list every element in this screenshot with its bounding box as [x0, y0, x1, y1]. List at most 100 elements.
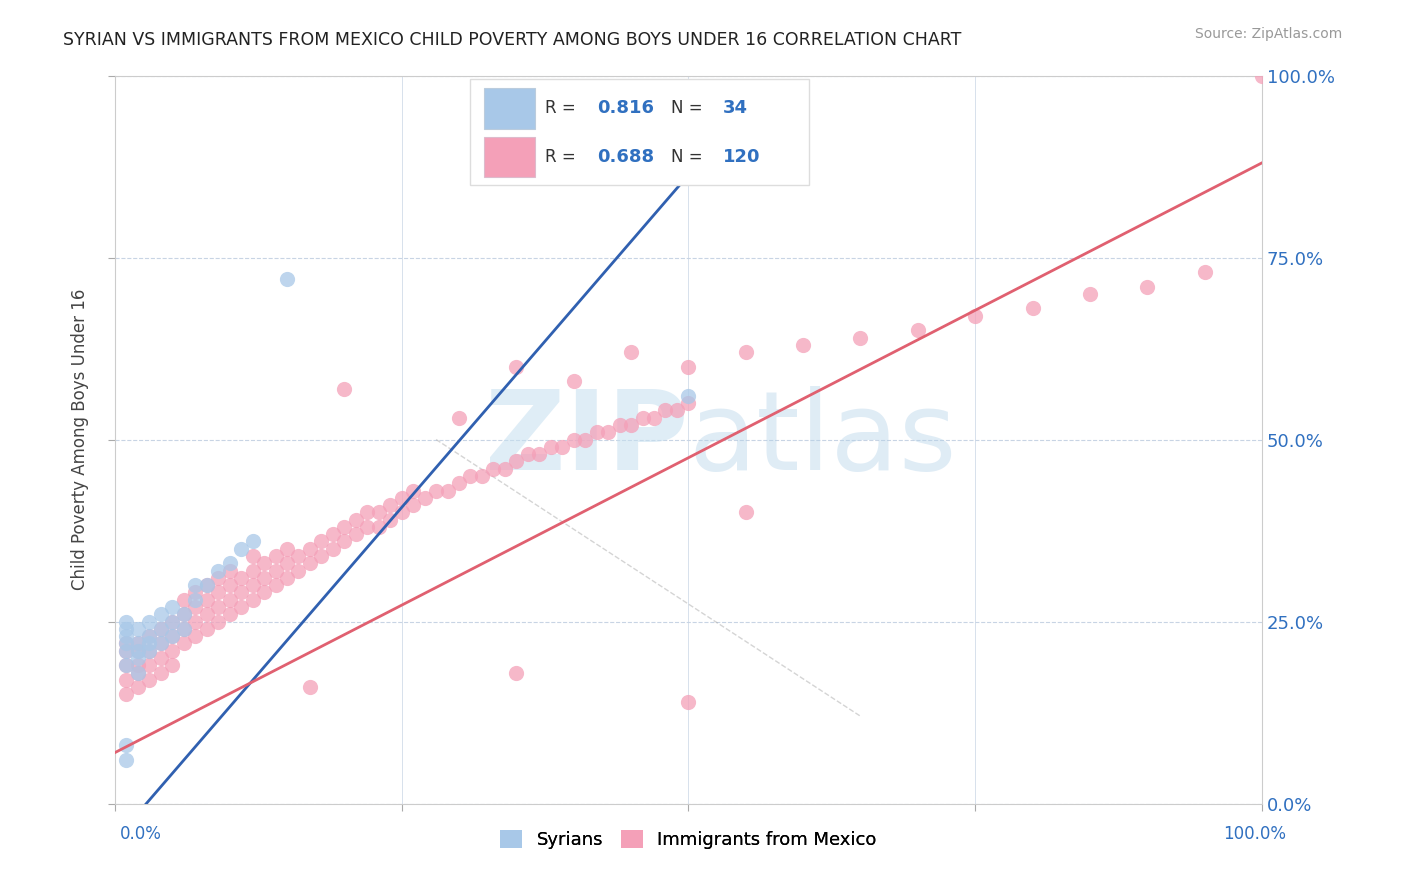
Point — [276, 272, 298, 286]
Point — [1194, 265, 1216, 279]
Point — [127, 643, 149, 657]
Point — [184, 578, 207, 592]
Point — [734, 505, 756, 519]
Point — [425, 483, 447, 498]
Point — [242, 534, 264, 549]
Point — [127, 665, 149, 680]
Point — [322, 527, 344, 541]
Point — [195, 592, 218, 607]
Point — [631, 410, 654, 425]
Point — [115, 673, 138, 687]
Point — [574, 433, 596, 447]
Point — [1136, 279, 1159, 293]
Point — [149, 622, 172, 636]
Point — [115, 643, 138, 657]
Legend: Syrians, Immigrants from Mexico: Syrians, Immigrants from Mexico — [494, 822, 884, 856]
Point — [127, 658, 149, 673]
Point — [162, 629, 184, 643]
Point — [529, 447, 551, 461]
Point — [173, 592, 195, 607]
Point — [149, 651, 172, 665]
Point — [1251, 69, 1274, 83]
Point — [207, 571, 229, 585]
Point — [333, 382, 356, 396]
Point — [173, 607, 195, 622]
Point — [391, 505, 413, 519]
Point — [298, 680, 321, 694]
Point — [207, 615, 229, 629]
Point — [678, 359, 700, 374]
Point — [298, 557, 321, 571]
Point — [322, 541, 344, 556]
Point — [356, 505, 378, 519]
Text: 34: 34 — [723, 99, 748, 117]
Point — [127, 651, 149, 665]
Point — [494, 461, 516, 475]
Point — [311, 534, 333, 549]
Point — [367, 520, 389, 534]
Text: ZIP: ZIP — [485, 386, 689, 493]
Point — [184, 599, 207, 614]
Text: 120: 120 — [723, 148, 761, 166]
Point — [229, 541, 252, 556]
Point — [218, 607, 240, 622]
Point — [643, 410, 665, 425]
Point — [138, 615, 160, 629]
Point — [333, 520, 356, 534]
Point — [184, 592, 207, 607]
Point — [253, 571, 276, 585]
FancyBboxPatch shape — [484, 136, 534, 178]
Point — [505, 359, 527, 374]
Point — [207, 564, 229, 578]
Point — [229, 599, 252, 614]
Point — [149, 622, 172, 636]
Point — [402, 483, 425, 498]
Point — [149, 607, 172, 622]
Point — [609, 417, 631, 432]
Point — [149, 636, 172, 650]
Text: R =: R = — [546, 99, 581, 117]
Point — [127, 643, 149, 657]
Point — [115, 622, 138, 636]
Point — [792, 338, 814, 352]
Point — [149, 665, 172, 680]
Point — [173, 607, 195, 622]
Point — [413, 491, 436, 505]
Point — [965, 309, 987, 323]
FancyBboxPatch shape — [484, 88, 534, 128]
Point — [127, 636, 149, 650]
Point — [184, 629, 207, 643]
Text: 0.816: 0.816 — [596, 99, 654, 117]
Text: R =: R = — [546, 148, 581, 166]
Point — [127, 665, 149, 680]
Point — [654, 403, 676, 417]
Point — [162, 615, 184, 629]
Point — [138, 636, 160, 650]
Point — [380, 513, 402, 527]
Point — [138, 629, 160, 643]
Point — [276, 541, 298, 556]
Point — [115, 658, 138, 673]
Point — [460, 469, 482, 483]
Point — [195, 622, 218, 636]
Text: N =: N = — [671, 148, 709, 166]
Point — [551, 440, 574, 454]
Point — [138, 643, 160, 657]
Point — [447, 410, 470, 425]
Point — [849, 330, 872, 344]
Point — [115, 629, 138, 643]
Point — [173, 622, 195, 636]
Point — [242, 549, 264, 563]
Point — [907, 323, 929, 337]
Point — [367, 505, 389, 519]
Point — [127, 636, 149, 650]
Point — [115, 687, 138, 701]
Point — [482, 461, 505, 475]
Point — [471, 469, 494, 483]
Point — [380, 498, 402, 512]
Point — [195, 578, 218, 592]
Point — [276, 557, 298, 571]
Text: SYRIAN VS IMMIGRANTS FROM MEXICO CHILD POVERTY AMONG BOYS UNDER 16 CORRELATION C: SYRIAN VS IMMIGRANTS FROM MEXICO CHILD P… — [63, 31, 962, 49]
Point — [298, 541, 321, 556]
Point — [173, 636, 195, 650]
